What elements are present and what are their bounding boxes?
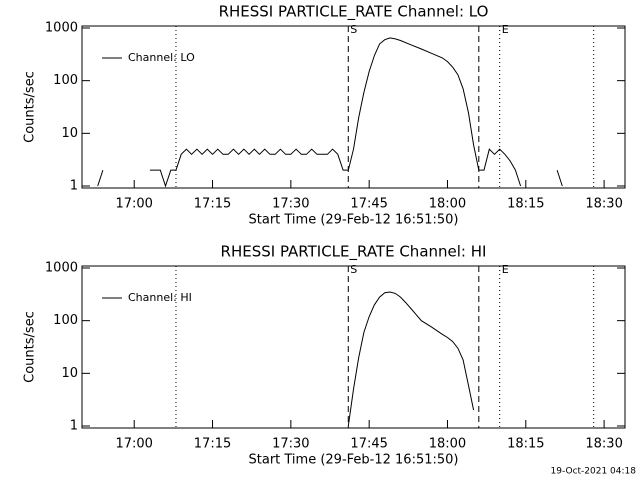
marker-label: E [502,263,509,276]
y-tick-label: 100 [53,73,78,88]
y-tick-label: 1000 [45,261,78,276]
x-tick-label: 18:15 [507,437,544,452]
x-tick-label: 17:45 [350,197,387,212]
x-tick-label: 18:30 [585,197,622,212]
y-axis-label: Counts/sec [23,311,38,383]
legend-label: Channel: LO [128,51,195,64]
x-tick-label: 17:30 [272,197,309,212]
y-tick-label: 1 [70,419,78,434]
marker-label: S [350,263,357,276]
y-axis-label: Counts/sec [23,71,38,143]
x-axis-label: Start Time (29-Feb-12 16:51:50) [249,453,459,468]
x-tick-label: 17:15 [194,437,231,452]
x-tick-label: 17:00 [115,437,152,452]
x-tick-label: 18:00 [429,197,466,212]
plot-frame [81,25,626,189]
x-tick-label: 18:15 [507,197,544,212]
plot-frame [81,265,626,429]
chart-title: RHESSI PARTICLE_RATE Channel: LO [219,3,489,22]
marker-label: E [502,23,509,36]
y-tick-label: 100 [53,313,78,328]
y-tick-label: 10 [61,126,78,141]
y-tick-label: 10 [61,366,78,381]
x-tick-label: 17:00 [115,197,152,212]
data-line [347,291,475,427]
x-tick-label: 18:30 [585,437,622,452]
x-tick-label: 17:30 [272,437,309,452]
x-axis-label: Start Time (29-Feb-12 16:51:50) [249,213,459,228]
timestamp: 19-Oct-2021 04:18 [551,467,637,477]
x-tick-label: 17:45 [350,437,387,452]
legend-label: Channel: HI [128,291,192,304]
x-tick-label: 17:15 [194,197,231,212]
x-tick-label: 18:00 [429,437,466,452]
chart-title: RHESSI PARTICLE_RATE Channel: HI [221,243,487,262]
data-line [97,37,563,188]
y-tick-label: 1000 [45,21,78,36]
marker-label: S [350,23,357,36]
y-tick-label: 1 [70,179,78,194]
